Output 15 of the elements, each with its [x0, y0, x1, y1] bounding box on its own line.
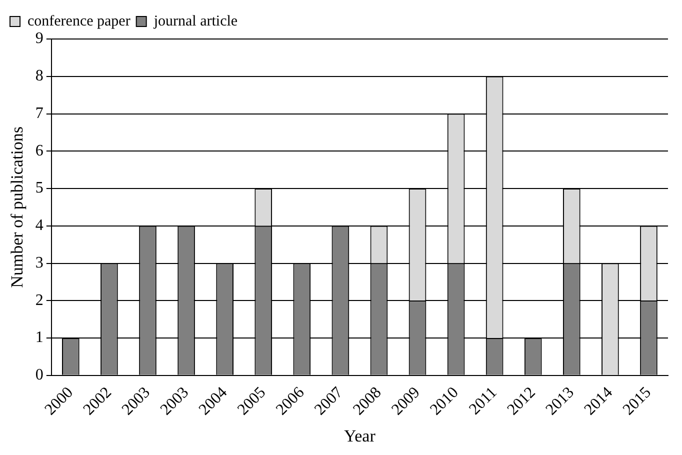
y-tick-label: 8 — [35, 68, 44, 85]
legend-label: conference paper — [28, 13, 130, 30]
y-tick-label: 5 — [35, 180, 44, 197]
y-tick-label: 6 — [35, 142, 44, 160]
y-tick-label: 9 — [35, 30, 44, 48]
x-tick-label: 2011 — [466, 384, 500, 418]
y-tick-label: 4 — [35, 217, 44, 234]
y-tick-label: 2 — [35, 292, 44, 309]
y-tick-label: 3 — [35, 254, 44, 272]
x-axis-title: Year — [344, 426, 376, 446]
y-tick-label: 7 — [35, 104, 44, 122]
legend-label: journal article — [152, 13, 238, 30]
y-tick-label: 1 — [35, 329, 44, 346]
y-tick-label: 0 — [35, 366, 44, 384]
y-axis-title: Number of publications — [8, 126, 27, 288]
